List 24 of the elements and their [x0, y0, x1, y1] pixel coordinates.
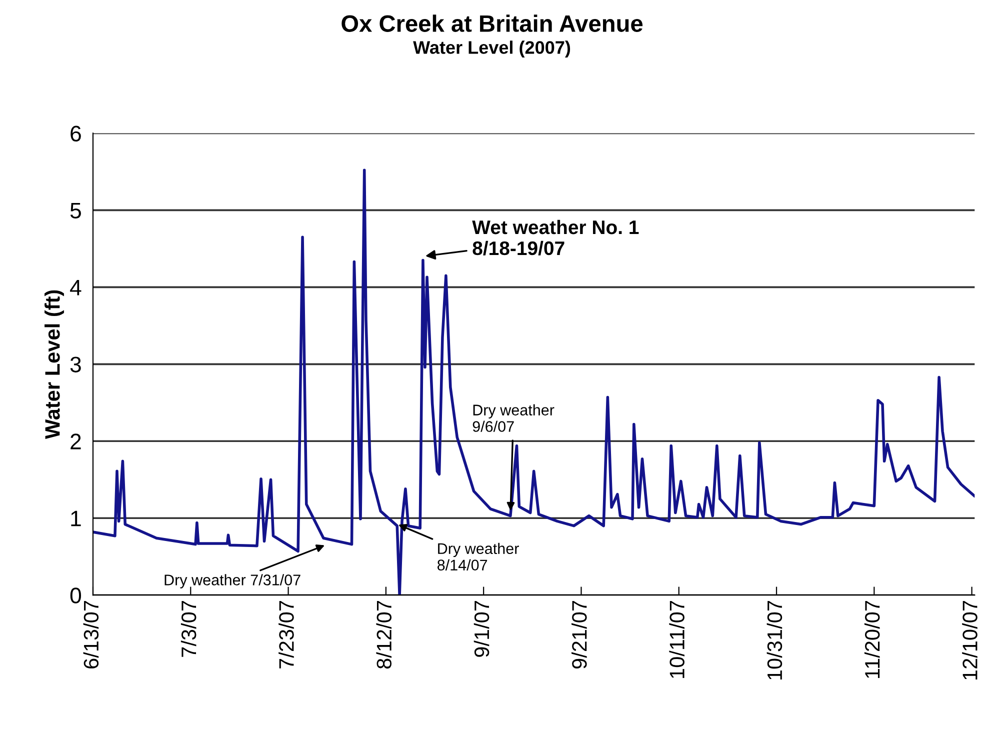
- x-tick-label: 9/1/07: [474, 601, 490, 657]
- y-axis-title: Water Level (ft): [44, 290, 64, 439]
- y-tick-label: 5: [70, 202, 81, 218]
- x-tick-label: 12/10/07: [962, 601, 978, 680]
- annotation: Dry weather 8/14/07: [438, 542, 519, 570]
- chart-subtitle: Water Level (2007): [413, 40, 570, 58]
- x-tick-label: 8/12/07: [376, 601, 392, 669]
- annotation: Dry weather 9/6/07: [472, 404, 554, 432]
- x-tick-label: 11/20/07: [864, 601, 880, 678]
- x-tick-label: 10/31/07: [766, 601, 782, 680]
- y-tick-label: 2: [70, 434, 81, 450]
- annotation: Dry weather 7/31/07: [164, 574, 300, 588]
- y-tick-label: 1: [71, 510, 81, 526]
- x-tick-label: 10/11/07: [669, 601, 684, 678]
- x-tick-label: 7/23/07: [278, 601, 294, 668]
- annotation: Wet weather No. 1 8/18-19/07: [472, 220, 639, 256]
- x-tick-label: 7/3/07: [180, 601, 196, 657]
- x-tick-label: 9/21/07: [572, 601, 587, 669]
- y-tick-label: 4: [70, 280, 82, 296]
- y-tick-label: 0: [70, 588, 82, 604]
- x-tick-label: 6/13/07: [83, 601, 99, 668]
- y-tick-label: 3: [70, 356, 81, 372]
- y-tick-label: 6: [70, 126, 81, 142]
- chart-title: Ox Creek at Britain Avenue: [342, 14, 643, 32]
